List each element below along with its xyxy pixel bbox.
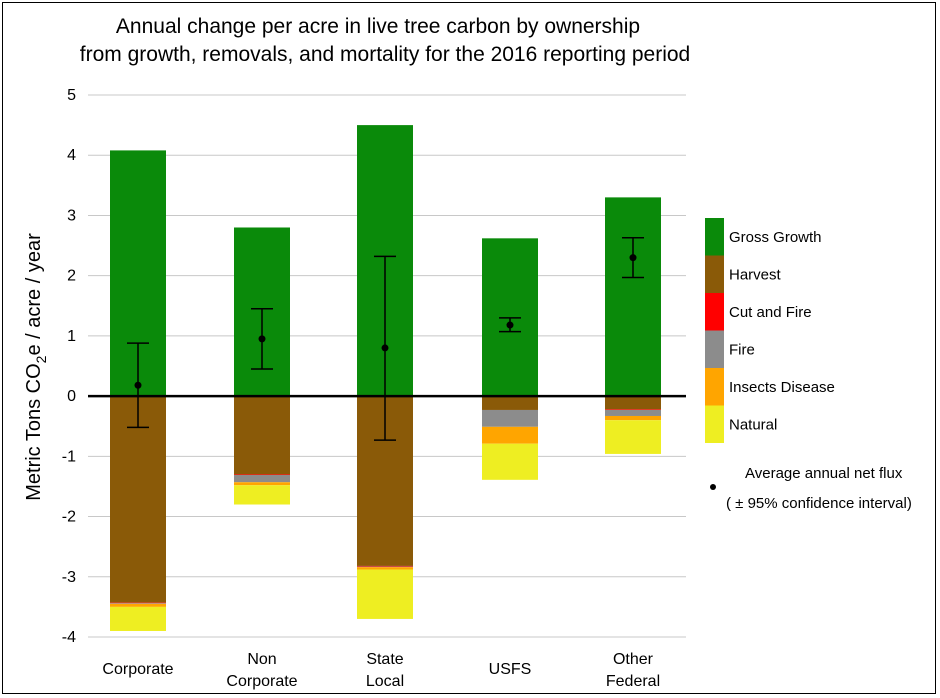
y-tick-label: 3 xyxy=(67,207,76,224)
legend-swatch xyxy=(705,368,724,406)
x-category-labels: Corporate Non Corporate State Local USFS Other… xyxy=(102,651,660,690)
bar-segment xyxy=(605,415,661,421)
bar-segment xyxy=(357,567,413,570)
y-tick-label: 2 xyxy=(67,268,76,285)
bar-segment xyxy=(605,409,661,416)
bar-segment xyxy=(482,409,538,427)
legend-swatch xyxy=(705,218,724,256)
y-axis-label: Metric Tons CO2e / acre / year xyxy=(23,233,49,501)
legend-label: Harvest xyxy=(729,267,782,284)
y-tick-labels: 5 4 3 2 1 0 -1 -2 -3 -4 xyxy=(62,87,76,646)
title-line-1: Annual change per acre in live tree carb… xyxy=(116,15,640,38)
net-flux-point xyxy=(134,381,142,389)
bar-segment xyxy=(605,396,661,410)
legend-net-flux-ci-label: ( ± 95% confidence interval) xyxy=(726,495,912,512)
bar-segment xyxy=(605,409,661,410)
bar-segment xyxy=(482,426,538,444)
bar-segment xyxy=(482,443,538,480)
x-category-label: USFS xyxy=(489,661,532,678)
net-flux-point xyxy=(506,321,514,329)
net-flux-point xyxy=(381,344,389,352)
bar-segment xyxy=(110,603,166,604)
net-flux-point xyxy=(629,254,637,262)
legend-swatch xyxy=(705,405,724,443)
y-tick-label: 5 xyxy=(67,87,76,104)
bar-segment xyxy=(234,485,290,505)
bar-segment xyxy=(110,603,166,607)
net-flux-markers xyxy=(127,236,644,441)
title-line-2: from growth, removals, and mortality for… xyxy=(80,43,690,66)
bar-segment xyxy=(234,475,290,483)
legend-label: Natural xyxy=(729,417,777,434)
bar-segment xyxy=(605,197,661,397)
legend-swatch xyxy=(705,330,724,368)
legend-net-flux-dot xyxy=(710,484,716,490)
bar-segment xyxy=(234,482,290,486)
bar-segment xyxy=(357,566,413,568)
bar-segment xyxy=(234,474,290,476)
bars xyxy=(110,125,661,631)
y-tick-label: 0 xyxy=(67,388,76,405)
x-category-label: Federal xyxy=(606,673,660,690)
legend-label: Insects Disease xyxy=(729,379,835,396)
legend-label: Fire xyxy=(729,342,755,359)
bar-segment xyxy=(110,606,166,631)
x-category-label: Corporate xyxy=(102,661,173,678)
legend-label: Gross Growth xyxy=(729,229,822,246)
x-category-label: Other xyxy=(613,651,654,668)
legend-label: Cut and Fire xyxy=(729,304,812,321)
x-category-label: Corporate xyxy=(226,673,297,690)
x-category-label: Non xyxy=(247,651,276,668)
y-tick-label: -1 xyxy=(62,448,76,465)
y-tick-label: -4 xyxy=(62,629,76,646)
bar-segment xyxy=(605,420,661,454)
legend-swatch xyxy=(705,293,724,331)
bar-segment xyxy=(110,396,166,603)
legend-swatch xyxy=(705,255,724,293)
legend: Gross Growth Harvest Cut and Fire Fire Insec… xyxy=(705,218,912,512)
y-tick-label: -3 xyxy=(62,569,76,586)
x-category-label: Local xyxy=(366,673,404,690)
chart-title: Annual change per acre in live tree carb… xyxy=(80,15,690,66)
bar-segment xyxy=(234,396,290,475)
bar-segment xyxy=(110,602,166,604)
net-flux-point xyxy=(258,335,266,343)
y-tick-label: 4 xyxy=(67,147,76,164)
legend-net-flux-label: Average annual net flux xyxy=(745,465,903,482)
y-tick-label: -2 xyxy=(62,509,76,526)
bar-segment xyxy=(482,396,538,410)
bar-segment xyxy=(357,569,413,619)
y-tick-label: 1 xyxy=(67,328,76,345)
x-category-label: State xyxy=(366,651,403,668)
bar-segment xyxy=(357,565,413,567)
